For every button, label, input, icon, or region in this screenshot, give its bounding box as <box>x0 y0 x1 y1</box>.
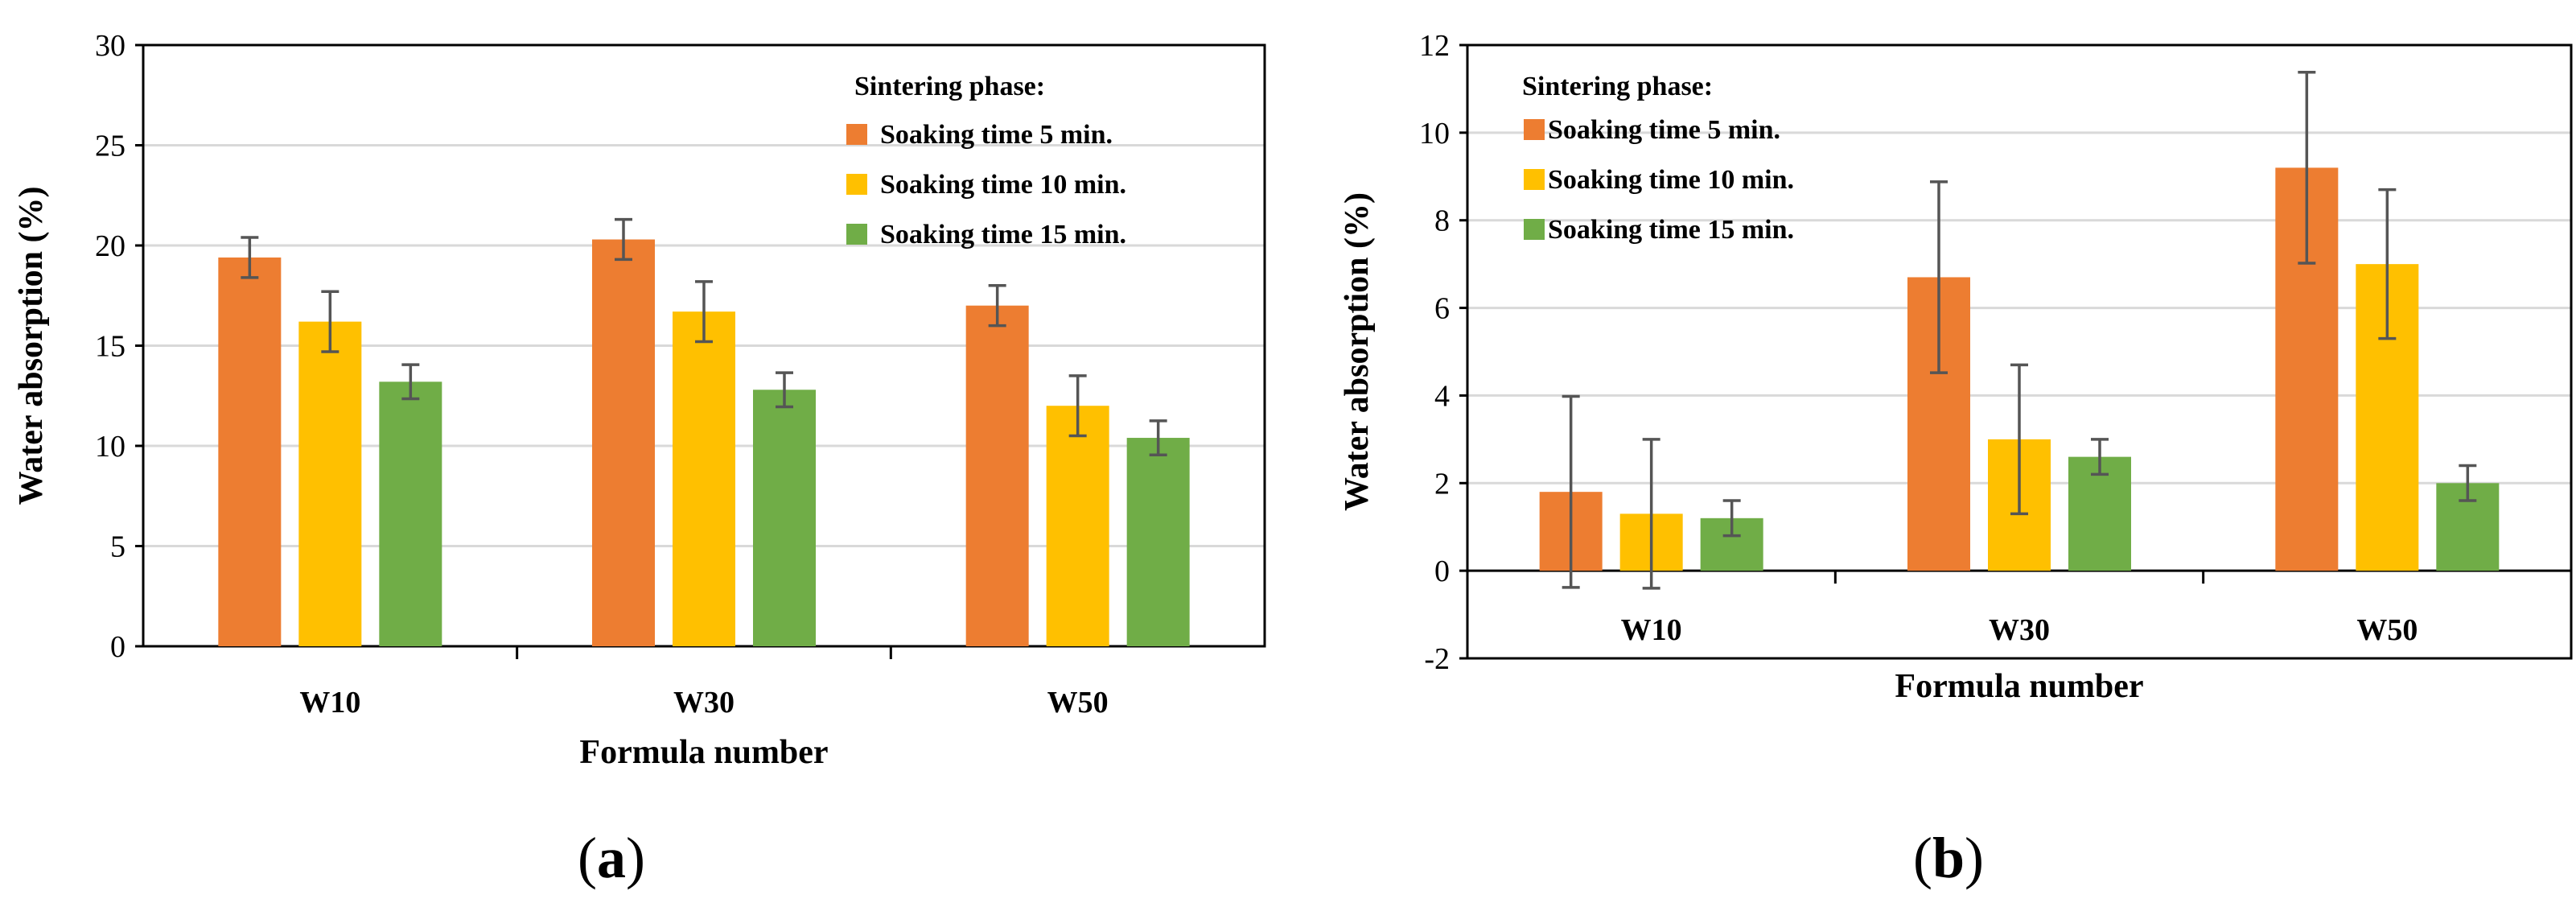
y-tick-label: 30 <box>95 29 126 63</box>
bar <box>1126 438 1190 646</box>
chart-b: -2 0 2 4 6 8 10 12 W10 W30 W50 Formula number Water … <box>1339 29 2573 890</box>
legend-label: Soaking time 5 min. <box>880 120 1113 150</box>
legend-swatch <box>1524 219 1545 240</box>
bar <box>218 257 282 646</box>
x-tick-label: W50 <box>1047 686 1109 720</box>
y-tick-label: 10 <box>1419 117 1450 150</box>
y-axis-title: Water absorption (%) <box>13 187 50 505</box>
bar <box>2068 456 2131 571</box>
plot-frame <box>1466 43 2573 660</box>
x-tick-label: W10 <box>299 686 360 720</box>
y-tick-label: 0 <box>110 630 126 664</box>
bar <box>753 390 816 646</box>
legend-swatch <box>1524 119 1545 140</box>
x-tick-label: W30 <box>1989 613 2050 647</box>
legend-title: Sintering phase: <box>854 72 1045 101</box>
panel-label-paren: ( <box>578 826 597 890</box>
y-tick-label: 2 <box>1434 467 1450 501</box>
legend-label: Soaking time 15 min. <box>880 220 1126 249</box>
bar <box>379 381 442 646</box>
legend-title: Sintering phase: <box>1522 72 1713 101</box>
legend-swatch <box>846 124 867 145</box>
y-tick-label: 4 <box>1434 379 1450 413</box>
bar <box>298 321 362 646</box>
y-axis-title: Water absorption (%) <box>1339 192 1376 511</box>
x-axis-title: Formula number <box>579 734 828 771</box>
legend-label: Soaking time 5 min. <box>1548 115 1780 145</box>
y-tick-label: 25 <box>95 130 126 163</box>
legend-swatch <box>846 224 867 245</box>
legend-label: Soaking time 15 min. <box>1548 215 1794 245</box>
panel-label-paren: ) <box>626 826 645 890</box>
y-tick-label: 8 <box>1434 204 1450 238</box>
panel-label: (b) <box>1913 826 1984 890</box>
chart-a: 0 5 10 15 20 25 30 W10 W30 W50 Formula number Water… <box>13 29 1266 890</box>
bar <box>673 311 735 646</box>
legend-swatch <box>1524 169 1545 190</box>
legend-swatch <box>846 174 867 195</box>
legend-label: Soaking time 10 min. <box>1548 165 1794 195</box>
legend-label: Soaking time 10 min. <box>880 170 1126 200</box>
y-tick-label: 12 <box>1419 29 1450 63</box>
y-tick-label: 6 <box>1434 292 1450 326</box>
panel-label-paren: ( <box>1913 826 1932 890</box>
y-tick-label: 15 <box>95 330 126 364</box>
y-tick-label: 20 <box>95 229 126 263</box>
bar <box>1046 406 1109 646</box>
x-axis-title: Formula number <box>1895 668 2143 705</box>
x-tick-label: W30 <box>673 686 735 720</box>
x-tick-label: W10 <box>1621 613 1682 647</box>
y-tick-label: 0 <box>1434 555 1450 588</box>
panel-label: (a) <box>578 826 645 890</box>
y-tick-label: -2 <box>1424 642 1450 676</box>
panel-label-letter: a <box>597 826 626 890</box>
bar <box>592 239 655 646</box>
panel-label-paren: ) <box>1965 826 1984 890</box>
y-tick-label: 10 <box>95 430 126 464</box>
bar <box>965 305 1029 646</box>
x-tick-label: W50 <box>2356 613 2418 647</box>
panel-label-letter: b <box>1932 826 1965 890</box>
y-tick-label: 5 <box>110 530 126 564</box>
